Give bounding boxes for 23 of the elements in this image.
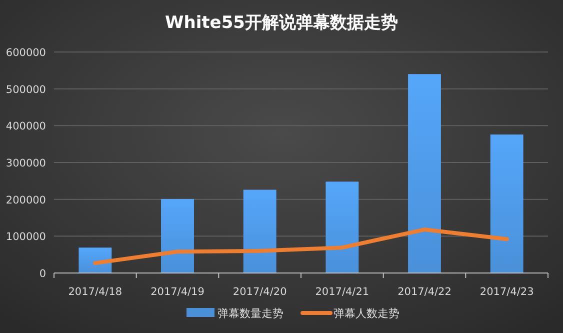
x-tick-label: 2017/4/19 — [150, 286, 204, 298]
chart-title: White55开解说弹幕数据走势 — [165, 13, 398, 33]
x-tick-label: 2017/4/20 — [232, 286, 287, 298]
y-tick-label: 100000 — [6, 231, 46, 244]
x-tick-label: 2017/4/21 — [315, 286, 370, 298]
y-tick-label: 200000 — [6, 194, 46, 206]
bar — [490, 134, 524, 273]
legend-label: 弹幕人数走势 — [334, 307, 400, 320]
line-series — [93, 228, 509, 266]
bar — [408, 74, 441, 273]
bar — [326, 182, 359, 273]
y-tick-label: 600000 — [6, 47, 46, 59]
y-tick-label: 500000 — [6, 84, 46, 96]
bar — [78, 248, 112, 273]
x-tick-label: 2017/4/18 — [68, 286, 122, 298]
y-tick-label: 300000 — [6, 158, 46, 170]
y-tick-label: 0 — [39, 268, 46, 280]
legend-label: 弹幕数量走势 — [218, 307, 284, 320]
bar — [161, 198, 194, 273]
bar — [243, 190, 276, 273]
x-tick-label: 2017/4/23 — [480, 286, 534, 298]
y-tick-label: 400000 — [6, 120, 46, 133]
x-tick-label: 2017/4/22 — [398, 286, 452, 298]
